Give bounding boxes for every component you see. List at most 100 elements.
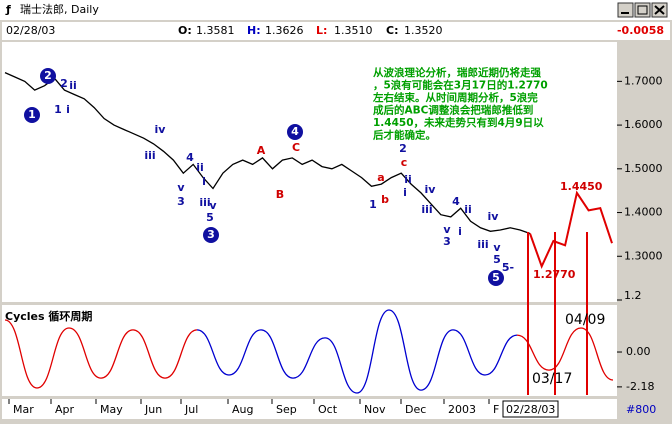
wave-label: 5	[492, 271, 500, 284]
marker-label: 04/09	[565, 312, 605, 328]
wave-label: 2	[60, 77, 68, 90]
close-glyph	[654, 5, 665, 15]
maximize-glyph	[637, 5, 648, 15]
wave-label: ii	[464, 203, 472, 216]
wave-label: 5	[493, 253, 501, 266]
annotation-line: ，5浪有可能会在3月17日的1.2770	[373, 79, 548, 92]
wave-label: v	[443, 223, 451, 236]
current-date: 02/28/03	[506, 403, 555, 416]
wave-label: B	[276, 188, 284, 201]
wave-label: iii	[421, 203, 432, 216]
info-label: C:	[386, 24, 398, 37]
wave-label: 1	[54, 103, 62, 116]
info-label: H:	[247, 24, 261, 37]
marker-label: 03/17	[532, 371, 572, 387]
wave-label: v	[209, 199, 217, 212]
month-label: Aug	[232, 403, 253, 416]
wave-label: 4	[186, 151, 194, 164]
price-line	[4, 72, 531, 235]
wave-label: iv	[425, 183, 437, 196]
window-title: 瑞士法郎, Daily	[20, 2, 99, 16]
wave-label: 4	[291, 125, 299, 138]
y-tick-label: 1.7000	[624, 74, 663, 87]
wave-label: 4	[452, 195, 460, 208]
wave-label: ii	[404, 173, 412, 186]
maximize-button[interactable]	[634, 2, 651, 18]
cycles-panel	[2, 305, 617, 396]
wave-label: 3	[443, 235, 451, 248]
wave-circle	[488, 270, 504, 286]
wave-label: i	[66, 103, 70, 116]
month-label: Nov	[364, 403, 386, 416]
wave-label: v	[493, 241, 501, 254]
forecast-label: 1.4450	[560, 180, 603, 193]
wave-label: 5-	[502, 261, 514, 274]
month-label: Oct	[318, 403, 338, 416]
wave-label: 2	[399, 142, 407, 155]
window-buttons[interactable]	[617, 2, 668, 18]
wave-label: iii	[144, 149, 155, 162]
month-label: Sep	[276, 403, 297, 416]
annotation-line: 成后的ABC调整浪会把瑞郎推低到	[373, 104, 533, 117]
info-bar	[2, 22, 670, 40]
wave-label: b	[381, 193, 389, 206]
annotation-line: 1.4450，未来走势只有到4月9日以	[373, 116, 544, 129]
date-axis	[2, 399, 617, 419]
wave-label: i	[202, 175, 206, 188]
y-tick-label: 1.6000	[624, 118, 663, 131]
cycles-label: Cycles 循环周期	[5, 309, 92, 323]
info-value: 1.3626	[265, 24, 304, 37]
wave-label: iii	[199, 196, 210, 209]
wave-label: 1	[369, 198, 377, 211]
y-tick-label: 1.5000	[624, 162, 663, 175]
wave-circle	[40, 68, 56, 84]
month-label: Apr	[55, 403, 75, 416]
month-label: Jul	[184, 403, 198, 416]
wave-circle	[203, 227, 219, 243]
y-tick-label: 1.4000	[624, 206, 663, 219]
wave-label: C	[292, 141, 300, 154]
info-date: 02/28/03	[6, 24, 55, 37]
annotation-line: 从波浪理论分析，瑞郎近期仍将走强	[373, 66, 541, 79]
wave-label: iv	[488, 210, 500, 223]
title-bar	[0, 0, 672, 20]
wave-label: iii	[477, 238, 488, 251]
forecast-line	[529, 190, 613, 269]
cycle-line	[4, 319, 198, 389]
month-label: 2003	[448, 403, 476, 416]
y-tick-label: 1.2	[624, 289, 642, 302]
wave-label: i	[458, 225, 462, 238]
wave-label: ii	[69, 79, 77, 92]
info-value: 1.3520	[404, 24, 443, 37]
annotation-line: 左右结束。从时间周期分析，5浪完	[372, 91, 538, 104]
wave-label: 2	[44, 69, 52, 82]
info-value: 1.3581	[196, 24, 235, 37]
y-tick-label: -2.18	[626, 380, 654, 393]
minimize-button[interactable]	[617, 2, 634, 18]
month-label: Dec	[405, 403, 426, 416]
annotation-line: 后才能确定。	[373, 129, 436, 142]
wave-label: iv	[155, 123, 167, 136]
info-change: -0.0058	[617, 24, 664, 37]
cycle-line	[516, 327, 614, 381]
cycle-line	[196, 309, 518, 394]
info-value: 1.3510	[334, 24, 373, 37]
month-label: Mar	[13, 403, 34, 416]
month-label: May	[100, 403, 123, 416]
app-icon: ƒ	[5, 3, 11, 16]
wave-label: 5	[206, 211, 214, 224]
wave-label: c	[401, 156, 408, 169]
y-tick-label: 1.3000	[624, 249, 663, 262]
wave-label: a	[377, 171, 384, 184]
current-date-box	[502, 400, 559, 418]
wave-label: 1	[28, 108, 36, 121]
wave-circle	[24, 107, 40, 123]
month-label: F	[493, 403, 499, 416]
y-tick-label: 0.00	[626, 345, 651, 358]
month-label: Jun	[144, 403, 162, 416]
info-label: L:	[316, 24, 327, 37]
bar-count: #800	[626, 403, 656, 416]
wave-label: ii	[196, 161, 204, 174]
price-panel	[2, 42, 617, 302]
